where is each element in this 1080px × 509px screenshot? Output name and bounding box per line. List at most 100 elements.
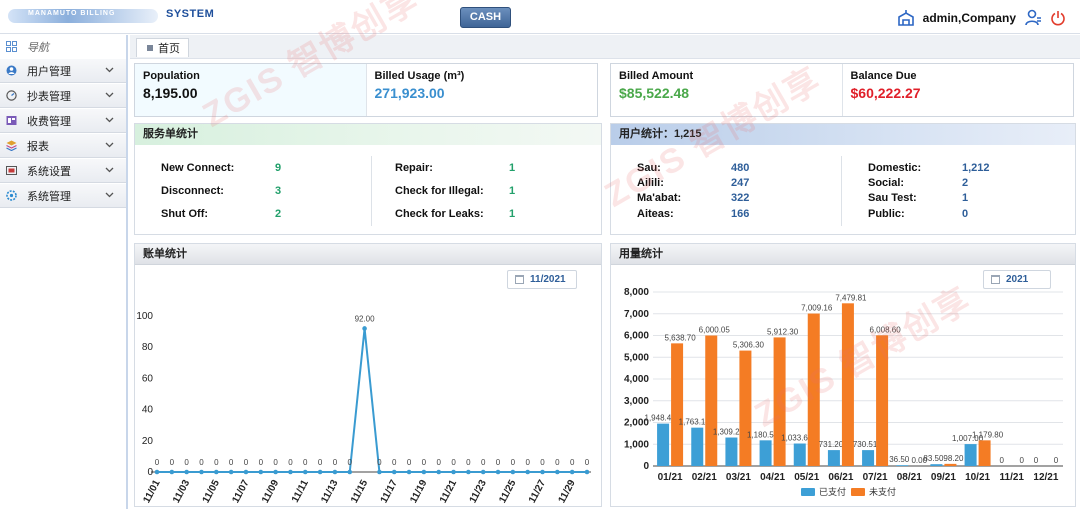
tab-home[interactable]: 首页 [136, 38, 189, 57]
data-label: 0 [1020, 456, 1025, 465]
top-bar: MANAMUTO BILLING SYSTEM CASH admin,Compa… [0, 0, 1080, 34]
data-label: 0 [184, 458, 189, 467]
region-label: Ma'abat: [637, 192, 682, 204]
legend-label: 未支付 [869, 486, 896, 497]
line-point [540, 469, 545, 475]
cash-button[interactable]: CASH [460, 7, 511, 28]
data-label: 0 [288, 458, 293, 467]
data-label: 0 [214, 458, 219, 467]
service-label: Shut Off: [161, 208, 209, 220]
unpaid-bar [807, 313, 820, 466]
tab-bar: 首页 [130, 35, 1080, 59]
unpaid-bar [944, 463, 957, 466]
x-tick-label: 11/25 [497, 478, 518, 505]
data-label: 0 [392, 458, 397, 467]
sidebar-item-label: 系统管理 [27, 190, 71, 203]
line-point [391, 469, 397, 475]
calendar-icon [515, 275, 524, 284]
billing-period-picker[interactable]: 11/2021 [507, 270, 577, 289]
category-count: 2 [962, 177, 969, 189]
service-count: 1 [509, 208, 516, 220]
data-label: 0 [199, 458, 204, 467]
data-label: 0 [422, 458, 427, 467]
company-icon[interactable] [897, 9, 915, 27]
line-point [332, 469, 338, 475]
line-point [273, 469, 278, 475]
region-label: Aiteas: [637, 208, 674, 220]
line-point [362, 326, 367, 331]
line-point [406, 469, 412, 475]
usage-period-value: 2021 [1006, 274, 1029, 285]
data-label: 0.00 [911, 456, 927, 465]
sidebar-item-system-settings[interactable]: 系统设置 [0, 158, 126, 183]
x-tick-label: 10/21 [965, 472, 990, 483]
sidebar-item-billing[interactable]: 收费管理 [0, 108, 126, 133]
line-point [228, 469, 234, 475]
category-label: Social: [868, 177, 905, 189]
line-point [302, 469, 308, 475]
data-label: 0 [1000, 456, 1005, 465]
data-label: 1,179.80 [972, 430, 1004, 439]
user-stats-title: 用户统计：1,215 [611, 124, 1075, 145]
meter-icon [6, 90, 17, 101]
service-count: 1 [509, 185, 516, 197]
sidebar-item-reports[interactable]: 报表 [0, 133, 126, 158]
chevron-down-icon [105, 192, 114, 198]
x-tick-label: 01/21 [658, 472, 683, 483]
data-label: 0 [333, 458, 338, 467]
data-label: 0 [481, 458, 486, 467]
balance-due-stat: Balance Due $60,222.27 [841, 64, 1074, 116]
billed-usage-label: Billed Usage (m³) [374, 70, 465, 82]
data-label: 0 [540, 458, 545, 467]
sidebar-item-system-management[interactable]: 系统管理 [0, 183, 126, 208]
usage-stats-panel: 用量统计 2021 0 1,000 2,000 3,000 4,000 5,000 6,00… [610, 243, 1076, 507]
line-point [525, 469, 530, 475]
logo-system-text: SYSTEM [166, 8, 215, 20]
region-count: 322 [731, 192, 750, 204]
region-label: Sau: [637, 162, 661, 174]
data-label: 0 [1034, 456, 1039, 465]
app-logo[interactable]: MANAMUTO BILLING SYSTEM [8, 6, 218, 28]
legend-label: 已支付 [819, 486, 846, 497]
y-tick-label: 7,000 [624, 309, 649, 320]
user-stats-panel: 用户统计：1,215 Sau: 480 Ailili: 247 Ma'abat:… [610, 123, 1076, 235]
data-label: 0 [244, 458, 249, 467]
data-label: 83.50 [923, 454, 944, 463]
x-tick-label: 11/19 [408, 478, 429, 505]
sidebar-item-meter-reading[interactable]: 抄表管理 [0, 83, 126, 108]
data-label: 1,948.43 [645, 414, 677, 423]
data-label: 0 [451, 458, 456, 467]
calendar-icon [991, 275, 1000, 284]
chevron-down-icon [105, 167, 114, 173]
y-tick-label: 2,000 [624, 418, 649, 429]
sidebar-item-user-management[interactable]: 用户管理 [0, 58, 126, 83]
x-tick-label: 09/21 [931, 472, 956, 483]
data-label: 1,033.69 [781, 434, 813, 443]
unpaid-bar [705, 335, 718, 466]
x-tick-label: 08/21 [897, 472, 922, 483]
paid-bar [862, 450, 875, 466]
billing-stats-panel: 账单统计 11/2021 0 20 40 60 80 100 0 0 0 0 0 0 0 0 0 0 0 0 0 0 9… [134, 243, 602, 507]
data-label: 0 [170, 458, 175, 467]
data-label: 0 [466, 458, 471, 467]
line-point [243, 469, 249, 475]
data-label: 730.51 [853, 440, 878, 449]
usage-bar-chart: 0 1,000 2,000 3,000 4,000 5,000 6,000 7,000 8,00… [624, 287, 1063, 497]
tab-home-label: 首页 [158, 43, 180, 55]
data-label: 7,479.81 [835, 293, 867, 302]
paid-bar [964, 444, 977, 466]
line-point [555, 469, 560, 475]
service-label: Check for Illegal: [395, 185, 484, 197]
line-point [569, 469, 575, 475]
usage-period-picker[interactable]: 2021 [983, 270, 1051, 289]
user-settings-icon[interactable] [1024, 9, 1042, 27]
service-count: 1 [509, 162, 516, 174]
line-point [184, 469, 189, 475]
service-count: 2 [275, 208, 282, 220]
line-point [169, 469, 175, 475]
header-user-area: admin,Company [897, 8, 1066, 28]
x-tick-label: 11/23 [468, 478, 489, 505]
power-icon[interactable] [1050, 10, 1066, 26]
population-label: Population [143, 70, 200, 82]
user-circle-icon [6, 65, 17, 76]
